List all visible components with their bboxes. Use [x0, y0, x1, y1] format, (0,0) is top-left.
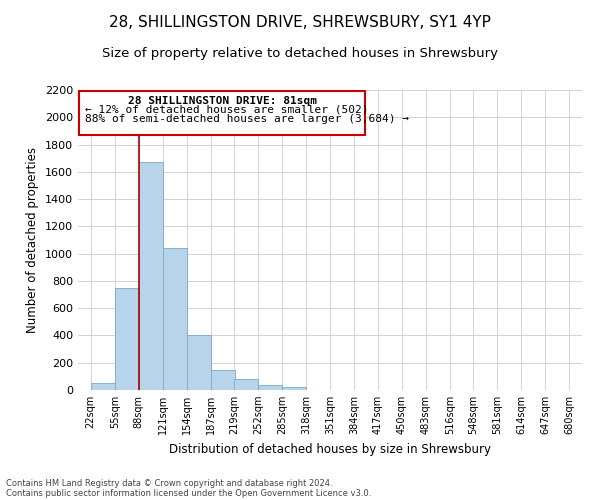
Y-axis label: Number of detached properties: Number of detached properties: [26, 147, 40, 333]
Bar: [258, 384, 282, 390]
Bar: [115, 288, 139, 390]
Bar: [282, 386, 306, 390]
Text: Contains public sector information licensed under the Open Government Licence v3: Contains public sector information licen…: [6, 488, 371, 498]
Bar: [211, 370, 235, 390]
Bar: [139, 162, 163, 390]
Bar: [91, 383, 115, 390]
Bar: [187, 335, 211, 390]
Text: 28 SHILLINGSTON DRIVE: 81sqm: 28 SHILLINGSTON DRIVE: 81sqm: [128, 96, 317, 106]
Text: ← 12% of detached houses are smaller (502): ← 12% of detached houses are smaller (50…: [85, 105, 369, 115]
Text: Size of property relative to detached houses in Shrewsbury: Size of property relative to detached ho…: [102, 48, 498, 60]
Text: 88% of semi-detached houses are larger (3,684) →: 88% of semi-detached houses are larger (…: [85, 114, 409, 124]
X-axis label: Distribution of detached houses by size in Shrewsbury: Distribution of detached houses by size …: [169, 442, 491, 456]
FancyBboxPatch shape: [79, 92, 365, 135]
Bar: [234, 379, 258, 390]
Bar: [163, 248, 187, 390]
Text: 28, SHILLINGSTON DRIVE, SHREWSBURY, SY1 4YP: 28, SHILLINGSTON DRIVE, SHREWSBURY, SY1 …: [109, 15, 491, 30]
Text: Contains HM Land Registry data © Crown copyright and database right 2024.: Contains HM Land Registry data © Crown c…: [6, 478, 332, 488]
